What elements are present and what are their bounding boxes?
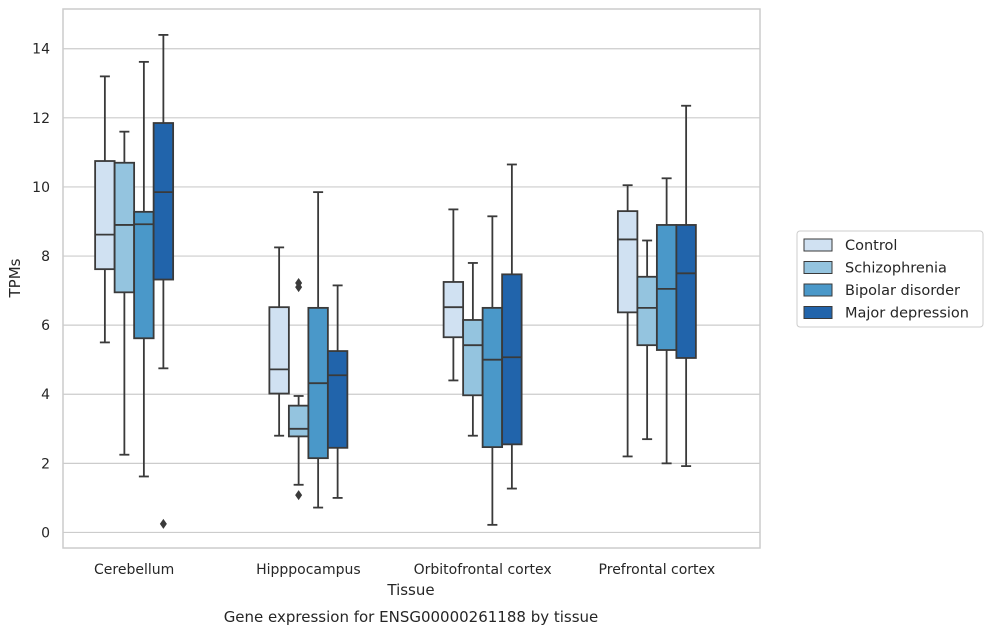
legend-swatch <box>803 261 833 274</box>
box-iqr <box>268 306 290 395</box>
legend-label: Bipolar disorder <box>845 283 960 299</box>
box-iqr <box>113 161 136 294</box>
legend-label: Major depression <box>845 306 969 322</box>
box-iqr <box>636 275 658 347</box>
box-iqr <box>133 210 155 340</box>
box-iqr <box>501 273 523 446</box>
x-tick-label: Prefrontal cortex <box>599 562 716 578</box>
y-tick-label: 8 <box>41 249 50 265</box>
box-schizophrenia <box>287 277 310 501</box>
x-tick-labels: Cerebellum Hipppocampus Orbitofrontal cort… <box>94 562 715 578</box>
box-iqr <box>675 224 697 359</box>
box-control <box>442 208 465 382</box>
legend-label: Control <box>845 238 897 254</box>
box-iqr <box>616 210 639 314</box>
y-tick-label: 0 <box>41 525 50 541</box>
x-tick-label: Orbitofrontal cortex <box>414 562 552 578</box>
legend-label: Schizophrenia <box>845 261 947 277</box>
y-gridlines <box>63 48 760 534</box>
box-schizophrenia <box>113 130 136 456</box>
x-axis-label: Tissue <box>386 581 434 599</box>
y-axis-label: TPMs <box>6 258 24 298</box>
chart-caption: Gene expression for ENSG00000261188 by t… <box>224 608 599 626</box>
box-iqr <box>326 350 349 449</box>
box-major-depression <box>501 163 523 490</box>
box-iqr <box>462 319 484 397</box>
box-control <box>94 75 116 344</box>
y-tick-label: 2 <box>41 456 50 472</box>
box-control <box>616 184 639 458</box>
box-iqr <box>287 404 310 438</box>
x-tick-label: Cerebellum <box>94 562 174 578</box>
box-series <box>94 34 697 529</box>
box-bipolar-disorder <box>307 191 329 509</box>
y-tick-label: 4 <box>41 387 50 403</box>
box-control <box>268 246 290 437</box>
box-iqr <box>152 122 175 281</box>
legend-frame <box>796 230 984 328</box>
box-iqr <box>655 224 678 351</box>
legend-swatch <box>803 283 833 297</box>
box-iqr <box>94 160 116 271</box>
y-tick-label: 14 <box>32 42 50 58</box>
outlier-point <box>159 518 167 529</box>
x-tick-label: Hipppocampus <box>256 562 361 578</box>
outlier-point <box>295 282 303 293</box>
box-iqr <box>481 306 504 449</box>
outlier-point <box>295 490 303 501</box>
box-bipolar-disorder <box>655 177 678 465</box>
box-major-depression <box>675 104 697 468</box>
y-tick-label: 12 <box>32 111 50 127</box>
legend: Control Schizophrenia Bipolar disorder Majo… <box>796 230 984 328</box>
box-iqr <box>442 281 465 339</box>
legend-swatch <box>803 306 833 319</box>
y-tick-labels: 0 2 4 6 8 10 12 14 <box>32 42 50 542</box>
y-tick-label: 10 <box>32 180 50 196</box>
y-tick-label: 6 <box>41 318 50 334</box>
plot-frame <box>62 8 761 549</box>
box-major-depression <box>326 284 349 499</box>
box-major-depression <box>152 34 175 529</box>
legend-swatch <box>803 238 833 252</box>
